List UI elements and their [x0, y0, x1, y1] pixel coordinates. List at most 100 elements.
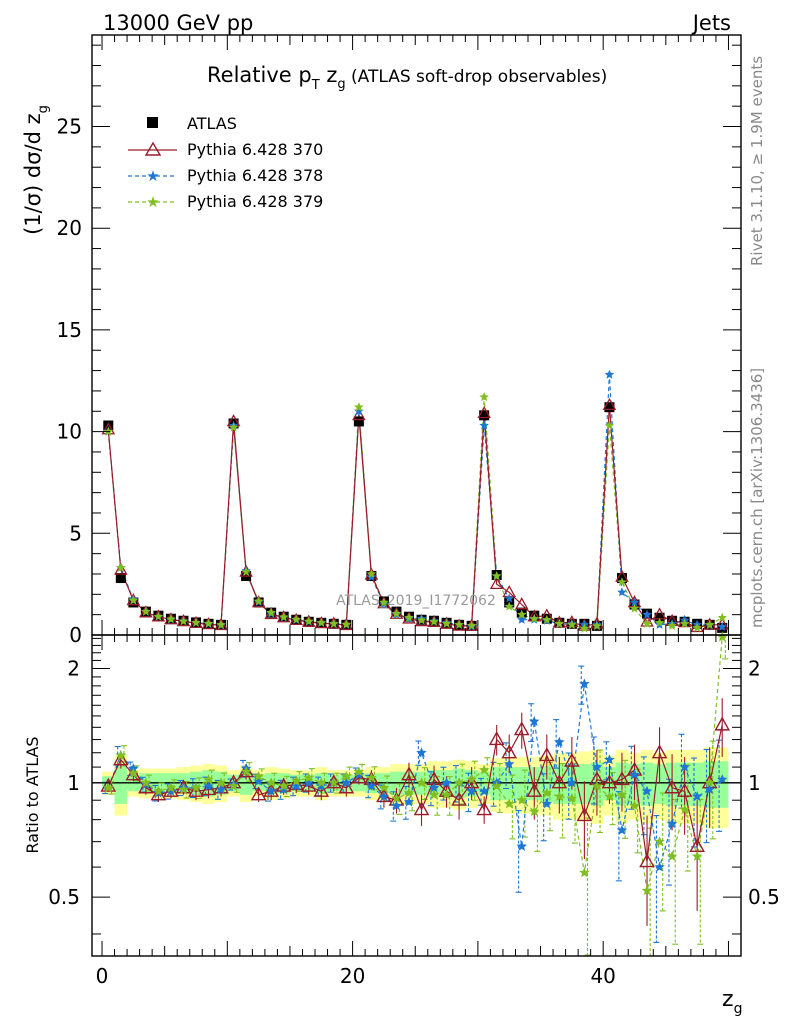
ratio-marker-p379 — [115, 750, 126, 760]
marker-p379 — [617, 577, 627, 587]
marker-p370 — [489, 576, 504, 590]
ratio-marker-p378 — [529, 716, 540, 726]
ratio-marker-p379 — [491, 780, 502, 791]
marker-p379 — [529, 613, 539, 623]
title-sub-t: T — [311, 78, 320, 93]
ratio-marker-p378 — [441, 777, 452, 788]
ratio-marker-p370 — [100, 777, 117, 792]
ratio-y-tick-label: 1 — [67, 771, 80, 795]
ratio-marker-p378 — [679, 761, 690, 772]
ratio-marker-p378 — [591, 761, 603, 772]
marker-p379 — [153, 611, 164, 621]
ratio-marker-p370 — [664, 779, 680, 794]
ratio-marker-p379 — [140, 777, 152, 788]
marker-p379 — [253, 596, 264, 606]
marker-p379 — [466, 620, 477, 630]
ratio-marker-p379 — [554, 791, 565, 801]
marker-p370 — [477, 405, 491, 419]
ratio-marker-p370 — [112, 751, 129, 766]
ratio-marker-p370 — [300, 777, 317, 792]
ylabel-main-sub: g — [36, 105, 51, 113]
marker-p379 — [704, 619, 715, 629]
marker-p379 — [579, 623, 590, 633]
xlabel-text: z — [722, 987, 734, 1012]
ylabel-main: (1/σ) dσ/d zg — [21, 105, 51, 235]
marker-p378 — [717, 621, 727, 631]
ratio-marker-p378 — [604, 754, 615, 765]
ratio-marker-p378 — [316, 780, 327, 791]
ratio-marker-p379 — [328, 777, 339, 788]
header-right: Jets — [691, 11, 731, 35]
ratio-marker-p370 — [200, 781, 217, 796]
ratio-marker-p378 — [265, 785, 277, 796]
xlabel: zg — [722, 987, 742, 1017]
band-inner — [114, 764, 128, 804]
ratio-marker-p379 — [240, 766, 252, 777]
ratio-marker-p370 — [138, 779, 154, 794]
legend-marker-370 — [144, 141, 162, 156]
data-point-atlas — [103, 420, 114, 431]
y-tick-label: 20 — [57, 216, 82, 240]
ratio-marker-p370 — [501, 744, 518, 759]
x-tick-label: 40 — [590, 964, 615, 988]
legend-marker-378: ★ — [146, 167, 159, 185]
ratio-marker-p379 — [428, 789, 440, 800]
ratio-marker-p379 — [103, 782, 114, 793]
main-series-line — [107, 374, 723, 628]
ratio-marker-p378 — [165, 785, 177, 796]
ratio-marker-p378 — [303, 777, 314, 788]
marker-p379 — [329, 618, 339, 628]
marker-p379 — [491, 571, 502, 581]
ratio-marker-p379 — [629, 800, 640, 811]
ratio-marker-p379 — [717, 631, 728, 642]
marker-p370 — [352, 408, 366, 421]
ratio-marker-p378 — [516, 840, 527, 851]
ratio-marker-p378 — [378, 791, 390, 801]
ratio-marker-p379 — [190, 782, 202, 793]
marker-p378 — [354, 406, 364, 416]
marker-p379 — [391, 608, 402, 618]
marker-p379 — [203, 618, 214, 628]
marker-p379 — [354, 402, 364, 412]
data-point-atlas — [654, 612, 665, 623]
ratio-marker-p379 — [203, 774, 214, 784]
ratio-marker-p378 — [666, 818, 678, 829]
mcplots-label: mcplots.cern.ch [arXiv:1306.3436] — [748, 368, 766, 628]
ratio-marker-p379 — [341, 770, 352, 781]
ratio-marker-p370 — [451, 791, 467, 806]
marker-p379 — [116, 562, 126, 572]
marker-p379 — [592, 621, 602, 631]
ratio-marker-p379 — [679, 804, 690, 815]
marker-p379 — [304, 616, 314, 626]
marker-p378 — [604, 369, 615, 379]
ratio-y-tick-label-right: 2 — [748, 656, 761, 680]
ratio-marker-p379 — [591, 780, 603, 791]
ratio-marker-p370 — [313, 782, 330, 797]
ratio-marker-p379 — [654, 836, 665, 847]
ratio-marker-p370 — [639, 853, 655, 868]
marker-p379 — [404, 612, 414, 622]
ratio-marker-p379 — [128, 767, 139, 778]
marker-p379 — [517, 609, 527, 619]
ratio-marker-p379 — [378, 782, 390, 793]
ratio-marker-p378 — [353, 769, 365, 780]
marker-p378 — [642, 609, 652, 619]
ratio-frame — [91, 634, 742, 957]
ratio-marker-p379 — [453, 777, 465, 788]
ratio-marker-p379 — [666, 850, 678, 861]
marker-p379 — [341, 619, 352, 629]
marker-p379 — [379, 597, 389, 607]
y-tick-label: 15 — [57, 318, 82, 342]
legend-label-379: Pythia 6.428 379 — [187, 192, 323, 211]
ratio-marker-p379 — [691, 850, 703, 861]
ratio-marker-p379 — [441, 789, 452, 800]
ratio-marker-p378 — [391, 800, 402, 811]
ratio-y-tick-label: 0.5 — [48, 885, 80, 909]
x-tick-label: 20 — [340, 964, 365, 988]
ratio-marker-p370 — [513, 721, 530, 736]
ratio-marker-p378 — [278, 784, 289, 794]
marker-p379 — [717, 612, 727, 622]
ratio-panel — [92, 631, 741, 957]
ratio-marker-p370 — [564, 752, 580, 767]
legend: ATLAS Pythia 6.428 370 ★ Pythia 6.428 37… — [128, 114, 323, 211]
